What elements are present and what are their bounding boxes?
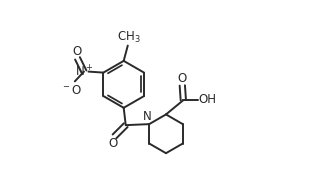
Text: O: O — [178, 72, 187, 85]
Text: $^-$O: $^-$O — [61, 84, 82, 97]
Text: CH$_3$: CH$_3$ — [117, 30, 140, 45]
Text: N$^+$: N$^+$ — [75, 64, 93, 79]
Text: OH: OH — [198, 93, 216, 106]
Text: N: N — [143, 110, 152, 123]
Text: O: O — [72, 45, 82, 58]
Text: O: O — [109, 137, 118, 150]
